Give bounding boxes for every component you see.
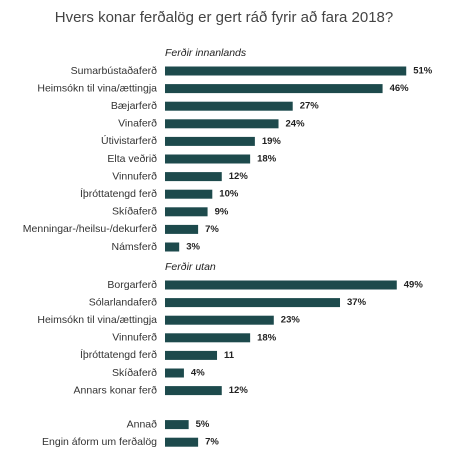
bar — [165, 333, 251, 343]
value-label: 5% — [196, 419, 210, 430]
group-header: Ferðir innanlands — [165, 47, 247, 59]
category-label: Íþróttatengd ferð — [80, 348, 157, 361]
category-label: Sólarlandaferð — [89, 296, 157, 308]
category-label: Námsferð — [111, 241, 157, 253]
bar — [165, 207, 208, 217]
category-label: Menningar-/heilsu-/dekurferð — [23, 223, 157, 235]
value-label: 7% — [205, 437, 219, 448]
bar — [165, 298, 341, 308]
value-label: 11 — [224, 350, 235, 361]
category-label: Vinaferð — [118, 118, 157, 130]
value-label: 12% — [229, 171, 249, 182]
category-label: Heimsókn til vina/ættingja — [37, 82, 157, 94]
bar — [165, 189, 213, 199]
value-label: 7% — [205, 224, 219, 235]
category-label: Útivistarferð — [101, 134, 157, 147]
bar — [165, 242, 180, 252]
category-label: Elta veðrið — [107, 153, 157, 165]
value-label: 12% — [229, 385, 249, 396]
value-label: 4% — [191, 368, 205, 379]
value-label: 18% — [257, 332, 277, 343]
value-label: 46% — [390, 83, 410, 94]
bar — [165, 224, 199, 234]
bar — [165, 66, 407, 76]
category-label: Skíðaferð — [112, 206, 157, 218]
bar — [165, 136, 255, 146]
value-label: 10% — [219, 189, 239, 200]
value-label: 37% — [347, 297, 367, 308]
bar — [165, 437, 199, 447]
category-label: Vinnuferð — [112, 170, 157, 182]
bar — [165, 172, 222, 182]
value-label: 24% — [286, 118, 306, 129]
category-label: Íþróttatengd ferð — [80, 187, 157, 200]
category-label: Skíðaferð — [112, 367, 157, 379]
value-label: 23% — [281, 315, 301, 326]
category-label: Heimsókn til vina/ættingja — [37, 314, 157, 326]
bar — [165, 154, 251, 164]
category-label: Borgarferð — [107, 279, 157, 291]
chart-title: Hvers konar ferðalög er gert ráð fyrir a… — [55, 9, 394, 26]
category-label: Annars konar ferð — [74, 384, 158, 396]
category-label: Annað — [127, 418, 158, 430]
value-label: 9% — [215, 206, 229, 217]
value-label: 27% — [300, 101, 320, 112]
group-header: Ferðir utan — [165, 261, 216, 273]
bar — [165, 101, 293, 111]
category-label: Engin áform um ferðalög — [42, 436, 157, 448]
category-label: Vinnuferð — [112, 332, 157, 344]
bar — [165, 420, 189, 430]
bar — [165, 119, 279, 129]
value-label: 51% — [413, 66, 433, 77]
value-label: 3% — [186, 242, 200, 253]
bar — [165, 280, 397, 290]
category-label: Bæjarferð — [111, 100, 157, 112]
bar — [165, 350, 218, 360]
bar — [165, 315, 274, 325]
bar — [165, 386, 222, 396]
value-label: 49% — [404, 280, 424, 291]
bar — [165, 368, 184, 378]
category-label: Sumarbústaðaferð — [71, 65, 158, 77]
value-label: 19% — [262, 136, 282, 147]
bar — [165, 84, 383, 94]
value-label: 18% — [257, 154, 277, 165]
